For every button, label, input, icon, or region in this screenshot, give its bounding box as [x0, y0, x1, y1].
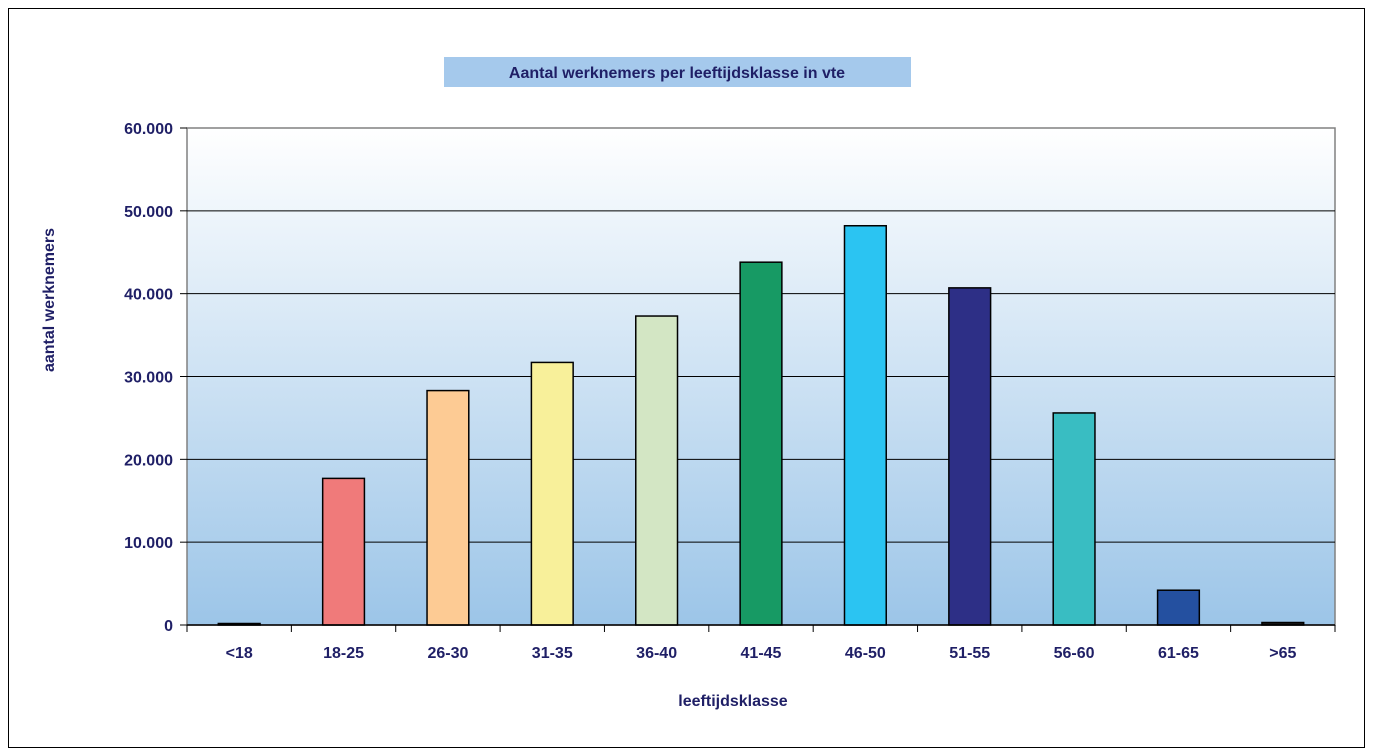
- x-tick-label: 31-35: [532, 645, 573, 662]
- bar: [530, 361, 574, 626]
- x-tick-label: 56-60: [1054, 645, 1095, 662]
- x-tick-label: 51-55: [949, 645, 990, 662]
- x-axis-tick-labels: <18 18-25 26-30 31-35 36-40 41-45 46-50 51-55 56…: [226, 645, 1297, 662]
- chart-title-background: [444, 57, 911, 87]
- x-tick-label: 61-65: [1158, 645, 1199, 662]
- y-axis-tick-labels: 0 10.000 20.000 30.000 40.000 50.000 60.000: [124, 121, 173, 635]
- y-tick-label: 50.000: [124, 204, 173, 221]
- y-tick-label: 30.000: [124, 370, 173, 387]
- y-tick-label: 20.000: [124, 452, 173, 469]
- y-axis-label: aantal werknemers: [41, 228, 58, 372]
- x-tick-label: 41-45: [741, 645, 782, 662]
- x-tick-label: 46-50: [845, 645, 886, 662]
- bars: [217, 224, 1305, 626]
- x-tick-label: 18-25: [323, 645, 364, 662]
- y-tick-label: 0: [164, 618, 173, 635]
- x-tick-label: 36-40: [636, 645, 677, 662]
- bar: [321, 477, 366, 626]
- bar: [948, 287, 992, 626]
- bar: [426, 389, 470, 626]
- bar: [1052, 412, 1096, 626]
- bar: [843, 224, 887, 626]
- bar: [635, 315, 679, 626]
- y-tick-label: 10.000: [124, 535, 173, 552]
- bar: [739, 261, 783, 626]
- x-tick-label: <18: [226, 645, 253, 662]
- x-axis-label: leeftijdsklasse: [678, 693, 788, 710]
- chart-title: Aantal werknemers per leeftijdsklasse in…: [509, 65, 845, 82]
- x-tick-label: >65: [1269, 645, 1296, 662]
- bar: [1156, 589, 1201, 626]
- y-tick-label: 40.000: [124, 287, 173, 304]
- x-tick-label: 26-30: [427, 645, 468, 662]
- y-tick-label: 60.000: [124, 121, 173, 138]
